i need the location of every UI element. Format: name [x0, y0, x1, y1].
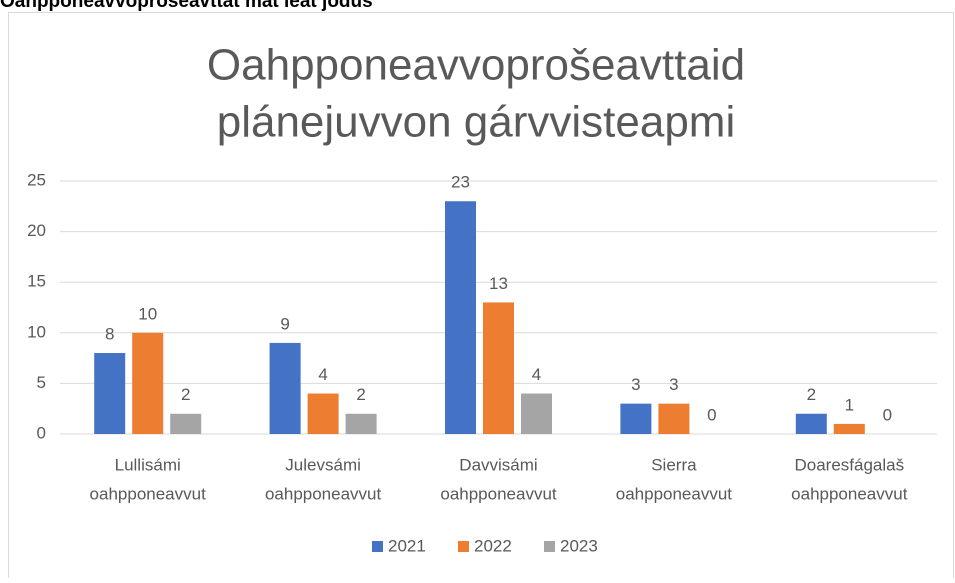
bar: [132, 332, 164, 434]
legend-label: 2023: [560, 536, 598, 555]
x-tick-label: oahpponeavvut: [791, 484, 908, 503]
legend-swatch: [458, 541, 469, 552]
data-label: 4: [532, 365, 541, 384]
data-label: 23: [451, 173, 470, 192]
bar: [94, 353, 126, 434]
x-tick-label: Davvisámi: [459, 455, 537, 474]
bar: [345, 413, 377, 434]
data-label: 0: [707, 405, 716, 424]
x-tick-label: oahpponeavvut: [265, 484, 382, 503]
data-label: 1: [845, 395, 854, 414]
data-label: 13: [489, 274, 508, 293]
bar: [445, 201, 476, 434]
legend-swatch: [544, 541, 555, 552]
legend-label: 2022: [474, 536, 512, 555]
data-label: 3: [631, 375, 640, 394]
chart-frame: [8, 12, 954, 583]
legend-swatch: [372, 541, 383, 552]
page-heading: Oahpponeavvoprošeavttat mat leat jođus: [0, 0, 373, 12]
x-tick-label: oahpponeavvut: [90, 484, 207, 503]
bar: [307, 393, 339, 434]
bar: [658, 403, 690, 434]
x-tick-label: oahpponeavvut: [616, 484, 733, 503]
x-tick-label: Sierra: [651, 455, 697, 474]
data-label: 10: [138, 304, 157, 323]
bar: [833, 423, 865, 434]
data-label: 2: [181, 385, 190, 404]
chart-title: plánejuvvon gárvvisteapmi: [217, 98, 736, 147]
x-tick-label: Lullisámi: [115, 455, 181, 474]
y-tick-label: 5: [37, 373, 46, 392]
data-label: 4: [318, 365, 327, 384]
x-tick-label: oahpponeavvut: [440, 484, 557, 503]
bar: [521, 393, 552, 434]
bar: [170, 413, 202, 434]
x-tick-label: Doaresfágalaš: [794, 455, 904, 474]
data-label: 8: [105, 325, 114, 344]
bar: [483, 302, 514, 434]
data-label: 0: [883, 405, 892, 424]
y-tick-label: 0: [37, 423, 46, 442]
legend-label: 2021: [388, 536, 426, 555]
data-label: 2: [807, 385, 816, 404]
y-tick-label: 20: [27, 221, 46, 240]
chart-title: Oahpponeavvoprošeavttaid: [207, 41, 745, 90]
data-label: 2: [356, 385, 365, 404]
y-tick-label: 10: [27, 322, 46, 341]
data-label: 3: [669, 375, 678, 394]
y-tick-label: 15: [27, 272, 46, 291]
bar: [795, 413, 827, 434]
bar: [620, 403, 652, 434]
data-label: 9: [280, 314, 289, 333]
y-tick-label: 25: [27, 170, 46, 189]
x-tick-label: Julevsámi: [285, 455, 361, 474]
bar: [269, 342, 301, 434]
